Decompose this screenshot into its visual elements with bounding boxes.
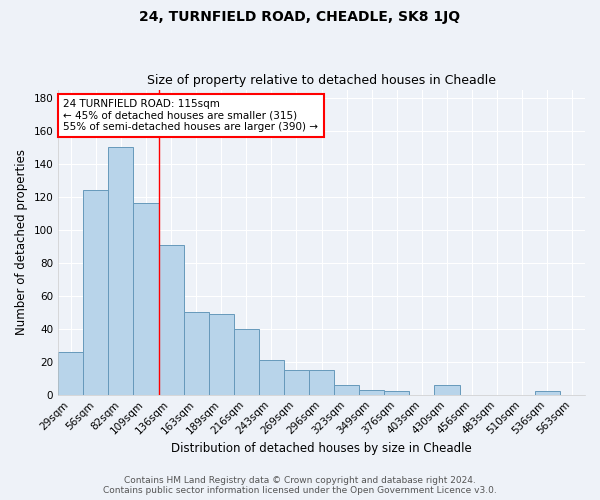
Bar: [158, 244, 184, 394]
Title: Size of property relative to detached houses in Cheadle: Size of property relative to detached ho…: [147, 74, 496, 87]
X-axis label: Distribution of detached houses by size in Cheadle: Distribution of detached houses by size …: [171, 442, 472, 455]
Text: Contains HM Land Registry data © Crown copyright and database right 2024.
Contai: Contains HM Land Registry data © Crown c…: [103, 476, 497, 495]
Bar: [234, 328, 259, 394]
Bar: [535, 392, 560, 394]
Text: 24, TURNFIELD ROAD, CHEADLE, SK8 1JQ: 24, TURNFIELD ROAD, CHEADLE, SK8 1JQ: [139, 10, 461, 24]
Text: 24 TURNFIELD ROAD: 115sqm
← 45% of detached houses are smaller (315)
55% of semi: 24 TURNFIELD ROAD: 115sqm ← 45% of detac…: [64, 98, 319, 132]
Bar: [385, 392, 409, 394]
Bar: [309, 370, 334, 394]
Bar: [334, 385, 359, 394]
Bar: [284, 370, 309, 394]
Bar: [209, 314, 234, 394]
Bar: [434, 385, 460, 394]
Bar: [109, 148, 133, 394]
Y-axis label: Number of detached properties: Number of detached properties: [15, 149, 28, 335]
Bar: [259, 360, 284, 394]
Bar: [83, 190, 109, 394]
Bar: [58, 352, 83, 395]
Bar: [133, 204, 158, 394]
Bar: [359, 390, 385, 394]
Bar: [184, 312, 209, 394]
